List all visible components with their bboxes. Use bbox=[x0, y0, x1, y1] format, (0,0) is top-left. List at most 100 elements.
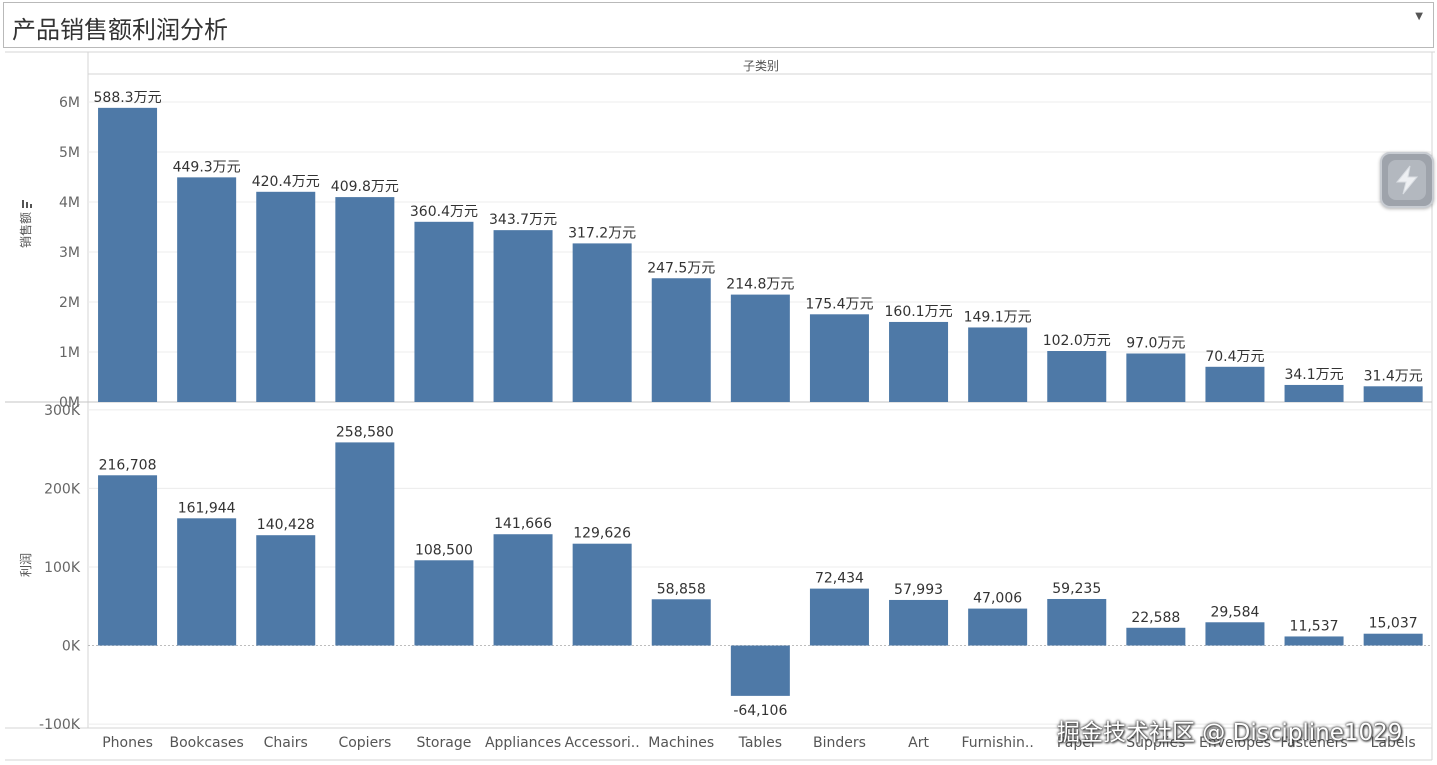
category-label: Tables bbox=[738, 735, 783, 751]
profit-bar bbox=[968, 608, 1028, 646]
category-label: Storage bbox=[417, 735, 472, 751]
profit-bar bbox=[572, 543, 632, 646]
profit-data-label: 161,944 bbox=[178, 500, 236, 516]
profit-bar bbox=[177, 518, 237, 646]
profit-bar bbox=[98, 475, 158, 646]
sales-panel: 0M 1M 2M 3M 4M 5M 6M 销售额 588.3万元 449.3万元 420.4万元 40… bbox=[18, 90, 1432, 411]
sales-data-label: 360.4万元 bbox=[410, 204, 478, 220]
profit-data-label: 129,626 bbox=[573, 526, 631, 542]
title-bar[interactable]: 产品销售额利润分析 ▼ bbox=[3, 2, 1434, 48]
sales-tick-label: 4M bbox=[59, 195, 80, 211]
profit-data-label: 108,500 bbox=[415, 542, 473, 558]
profit-tick-label: -100K bbox=[39, 717, 81, 733]
column-header: 子类别 bbox=[743, 59, 779, 73]
sales-tick-label: 0M bbox=[59, 395, 80, 411]
sales-bar bbox=[572, 243, 632, 402]
sales-tick-label: 6M bbox=[59, 95, 80, 111]
profit-data-label: 22,588 bbox=[1131, 610, 1180, 626]
sales-data-label: 409.8万元 bbox=[331, 179, 399, 195]
category-label: Appliances bbox=[485, 735, 561, 751]
category-label: Envelopes bbox=[1199, 735, 1271, 751]
profit-bar bbox=[809, 588, 869, 646]
profit-bar bbox=[1363, 633, 1423, 646]
profit-data-label: 29,584 bbox=[1210, 604, 1259, 620]
profit-bar bbox=[493, 534, 553, 646]
sales-data-label: 160.1万元 bbox=[885, 304, 953, 320]
profit-data-label: 140,428 bbox=[257, 517, 315, 533]
sales-bar bbox=[177, 177, 237, 402]
sales-data-label: 97.0万元 bbox=[1126, 336, 1185, 352]
sales-tick-label: 1M bbox=[59, 345, 80, 361]
sales-bar bbox=[809, 314, 869, 402]
sales-bar bbox=[256, 191, 316, 402]
sales-bar bbox=[651, 278, 711, 402]
category-label: Art bbox=[908, 735, 929, 751]
profit-tick-label: 300K bbox=[44, 403, 81, 419]
sort-descending-icon bbox=[22, 200, 32, 208]
sort-bar bbox=[26, 202, 28, 208]
profit-bar bbox=[730, 645, 790, 696]
sales-bar bbox=[493, 230, 553, 402]
sales-data-label: 588.3万元 bbox=[94, 90, 162, 106]
profit-data-label: 11,537 bbox=[1290, 618, 1339, 634]
category-label: Bookcases bbox=[169, 735, 243, 751]
sort-bar bbox=[22, 200, 24, 208]
floating-action-button[interactable] bbox=[1380, 152, 1434, 208]
sales-data-label: 343.7万元 bbox=[489, 212, 557, 228]
profit-data-label: 258,580 bbox=[336, 424, 394, 440]
sales-bar bbox=[414, 221, 474, 402]
dropdown-caret-icon[interactable]: ▼ bbox=[1415, 11, 1423, 22]
profit-tick-label: 200K bbox=[44, 481, 81, 497]
watermark: 掘金技术社区 @ Discipline1029 bbox=[1057, 720, 1403, 746]
sales-axis-label: 销售额 bbox=[18, 212, 33, 248]
profit-bar bbox=[889, 599, 949, 646]
category-label: Chairs bbox=[264, 735, 308, 751]
sales-bar bbox=[1363, 386, 1423, 402]
profit-tick-label: 100K bbox=[44, 560, 81, 576]
sales-bar bbox=[730, 294, 790, 402]
category-label: Phones bbox=[102, 735, 153, 751]
profit-data-label: 15,037 bbox=[1369, 616, 1418, 632]
sales-data-label: 34.1万元 bbox=[1284, 367, 1343, 383]
sales-tick-label: 2M bbox=[59, 295, 80, 311]
sales-data-label: 420.4万元 bbox=[252, 174, 320, 190]
sales-data-label: 247.5万元 bbox=[647, 260, 715, 276]
profit-axis-label: 利润 bbox=[19, 553, 33, 577]
profit-data-label: 57,993 bbox=[894, 582, 943, 598]
sort-bar bbox=[30, 204, 32, 208]
chart-frame bbox=[5, 51, 1435, 761]
sales-tick-label: 3M bbox=[59, 245, 80, 261]
profit-data-label: 58,858 bbox=[657, 581, 706, 597]
sales-bar bbox=[1284, 384, 1344, 402]
profit-bar bbox=[1284, 636, 1344, 646]
sales-data-label: 102.0万元 bbox=[1043, 333, 1111, 349]
sales-data-label: 70.4万元 bbox=[1205, 349, 1264, 365]
category-label: Binders bbox=[813, 735, 866, 751]
profit-data-label: 47,006 bbox=[973, 591, 1022, 607]
lightning-icon bbox=[1388, 160, 1426, 200]
sales-bar bbox=[98, 107, 158, 402]
sales-bar bbox=[968, 327, 1028, 402]
profit-bar bbox=[1047, 598, 1107, 646]
sales-data-label: 449.3万元 bbox=[173, 159, 241, 175]
category-label: Fasteners bbox=[1280, 735, 1347, 751]
profit-data-label: 216,708 bbox=[99, 457, 157, 473]
sales-data-label: 149.1万元 bbox=[964, 309, 1032, 325]
profit-data-label: -64,106 bbox=[733, 703, 787, 719]
sales-bar bbox=[1205, 366, 1265, 402]
category-label: Supplies bbox=[1126, 735, 1185, 751]
profit-bar bbox=[256, 535, 316, 646]
profit-data-label: 59,235 bbox=[1052, 581, 1101, 597]
profit-panel: -100K 0K 100K 200K 300K 利润 216,708 161,944 140,4… bbox=[19, 403, 1432, 733]
profit-data-label: 141,666 bbox=[494, 516, 552, 532]
category-label: Machines bbox=[648, 735, 714, 751]
sales-bar bbox=[889, 321, 949, 402]
sales-bar bbox=[1047, 351, 1107, 402]
category-label: Labels bbox=[1371, 735, 1416, 751]
profit-bar bbox=[651, 599, 711, 646]
sales-data-label: 175.4万元 bbox=[805, 296, 873, 312]
category-label: Copiers bbox=[338, 735, 391, 751]
sales-bar bbox=[335, 197, 395, 402]
profit-bar bbox=[335, 442, 395, 646]
